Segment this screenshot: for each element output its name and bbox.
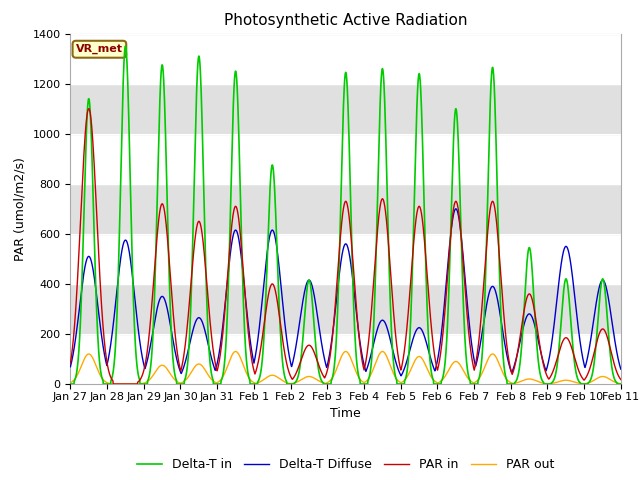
Delta-T Diffuse: [67, 364, 74, 370]
Delta-T Diffuse: [617, 366, 625, 372]
Delta-T Diffuse: [374, 326, 381, 332]
Delta-T in: [568, 338, 576, 344]
PAR in: [67, 360, 74, 366]
Bar: [70, 284, 621, 334]
Line: Delta-T in: Delta-T in: [70, 46, 621, 384]
PAR in: [569, 348, 577, 354]
PAR in: [109, 381, 117, 387]
PAR out: [617, 381, 625, 386]
Delta-T Diffuse: [397, 373, 405, 379]
PAR in: [584, 371, 592, 377]
Delta-T Diffuse: [569, 275, 577, 281]
Delta-T in: [220, 364, 228, 370]
Delta-T in: [374, 192, 381, 198]
Delta-T in: [122, 43, 129, 49]
Bar: [70, 334, 621, 384]
Bar: [70, 234, 621, 284]
PAR in: [362, 359, 370, 364]
Delta-T in: [584, 381, 591, 387]
Line: PAR out: PAR out: [70, 351, 621, 384]
Delta-T Diffuse: [362, 367, 369, 372]
Line: PAR in: PAR in: [70, 108, 621, 384]
Bar: [70, 84, 621, 134]
PAR out: [232, 348, 239, 354]
PAR out: [584, 380, 592, 386]
PAR out: [362, 379, 370, 384]
PAR out: [569, 379, 577, 384]
Delta-T in: [67, 381, 74, 387]
Delta-T Diffuse: [220, 313, 228, 319]
Delta-T in: [362, 381, 369, 387]
PAR out: [220, 372, 228, 377]
PAR in: [617, 377, 625, 383]
Bar: [70, 184, 621, 234]
Text: VR_met: VR_met: [76, 44, 123, 54]
PAR out: [374, 354, 381, 360]
Delta-T in: [506, 381, 513, 387]
Title: Photosynthetic Active Radiation: Photosynthetic Active Radiation: [224, 13, 467, 28]
PAR in: [506, 363, 514, 369]
X-axis label: Time: Time: [330, 407, 361, 420]
Delta-T Diffuse: [452, 206, 460, 212]
Delta-T Diffuse: [584, 353, 592, 359]
Delta-T Diffuse: [506, 365, 514, 371]
PAR out: [506, 379, 514, 385]
PAR out: [67, 380, 74, 385]
Bar: [70, 34, 621, 84]
PAR in: [221, 313, 228, 319]
Line: Delta-T Diffuse: Delta-T Diffuse: [70, 209, 621, 376]
PAR out: [107, 381, 115, 387]
Bar: [70, 134, 621, 184]
Legend: Delta-T in, Delta-T Diffuse, PAR in, PAR out: Delta-T in, Delta-T Diffuse, PAR in, PAR…: [132, 453, 559, 476]
Delta-T in: [617, 381, 625, 387]
Y-axis label: PAR (umol/m2/s): PAR (umol/m2/s): [14, 157, 27, 261]
PAR in: [374, 224, 381, 229]
PAR in: [85, 106, 93, 111]
